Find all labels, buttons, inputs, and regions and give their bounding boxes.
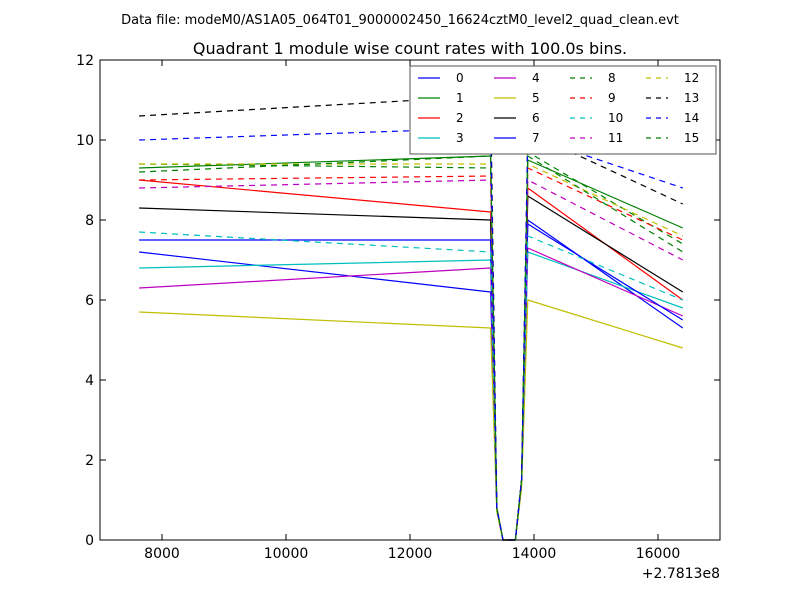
series-line-3: [139, 251, 684, 541]
x-tick-label: 10000: [264, 546, 309, 562]
legend-label-13: 13: [684, 91, 699, 105]
series-line-15: [139, 155, 684, 541]
series-lines: [139, 95, 684, 541]
legend-box: [409, 65, 717, 155]
series-line-1: [139, 155, 684, 541]
y-tick-label: 8: [85, 213, 94, 229]
y-tick-label: 12: [76, 53, 94, 69]
legend-label-4: 4: [532, 71, 540, 85]
legend-label-9: 9: [608, 91, 616, 105]
x-tick-label: 8000: [144, 546, 180, 562]
series-line-0: [139, 219, 684, 541]
legend-label-0: 0: [456, 71, 464, 85]
x-tick-label: 14000: [512, 546, 557, 562]
series-line-10: [139, 231, 684, 541]
legend-label-1: 1: [456, 91, 464, 105]
y-tick-label: 0: [85, 533, 94, 549]
y-tick-label: 10: [76, 133, 94, 149]
series-line-13: [139, 95, 684, 541]
series-line-6: [139, 195, 684, 541]
series-line-14: [139, 127, 683, 541]
x-offset-label: +2.7813e8: [642, 566, 720, 582]
legend-label-8: 8: [608, 71, 616, 85]
series-line-12: [139, 163, 684, 541]
legend-label-12: 12: [684, 71, 699, 85]
legend-label-3: 3: [456, 131, 464, 145]
legend-label-7: 7: [532, 131, 540, 145]
chart-title: Quadrant 1 module wise count rates with …: [193, 39, 627, 58]
series-line-11: [139, 179, 684, 541]
y-tick-label: 4: [85, 373, 94, 389]
legend-label-2: 2: [456, 111, 464, 125]
series-line-2: [139, 179, 684, 541]
x-tick-label: 16000: [636, 546, 681, 562]
legend-label-6: 6: [532, 111, 540, 125]
legend-label-11: 11: [608, 131, 623, 145]
y-tick-label: 6: [85, 293, 94, 309]
series-line-4: [139, 247, 684, 541]
x-tick-label: 12000: [388, 546, 433, 562]
legend-label-15: 15: [684, 131, 699, 145]
legend-label-14: 14: [684, 111, 699, 125]
data-file-title: Data file: modeM0/AS1A05_064T01_90000024…: [121, 13, 679, 28]
y-tick-label: 2: [85, 453, 94, 469]
legend-label-5: 5: [532, 91, 540, 105]
series-line-9: [139, 167, 684, 541]
legend-label-10: 10: [608, 111, 623, 125]
series-line-5: [139, 299, 683, 541]
